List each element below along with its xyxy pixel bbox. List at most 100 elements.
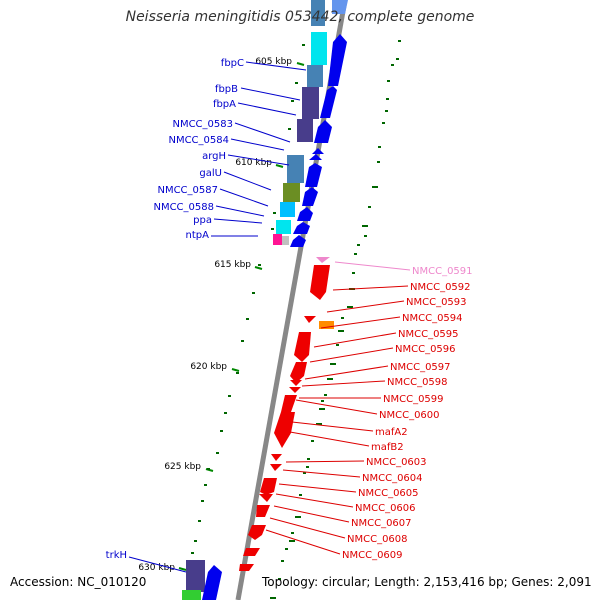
gc-skew-mark [291,100,294,102]
gc-skew-mark [273,212,276,214]
gc-skew-mark [303,472,306,474]
gene-leader-line [278,483,357,493]
gene-leader-line [332,285,409,291]
gene-leader-line [304,365,389,380]
gc-skew-mark [207,468,210,470]
gc-skew-mark [204,484,207,486]
gene-label-NMCC_0607: NMCC_0607 [351,518,412,529]
gc-skew-mark [258,264,261,266]
gene-leader-line [273,505,350,523]
kbp-tick-mark-605 [296,62,305,66]
forward-gene-arrow [314,120,332,143]
kbp-tick-mark-630 [178,567,187,571]
gc-skew-mark [330,363,336,365]
gene-label-ppa: ppa [193,215,212,226]
gc-skew-mark [352,272,355,274]
gene-leader-line [223,171,272,191]
gene-label-argH: argH [202,151,226,162]
cog-box [273,234,282,245]
gc-skew-mark [198,520,201,522]
reverse-gene-arrow [274,412,295,448]
gene-label-NMCC_0595: NMCC_0595 [398,329,459,340]
gc-skew-mark [278,578,281,580]
reverse-gene-arrow [248,525,266,540]
gc-skew-mark [387,80,390,82]
forward-gene-arrow [297,207,313,221]
gc-skew-mark [194,540,197,542]
gc-skew-mark [354,253,357,255]
reverse-gene-arrow [290,380,302,386]
gene-leader-line [128,556,187,573]
forward-gene-arrow [328,34,347,86]
gene-label-NMCC_0591: NMCC_0591 [412,266,473,277]
gc-skew-mark [281,560,284,562]
gc-skew-mark [357,244,360,246]
gc-skew-mark [378,146,381,148]
gene-label-galU: galU [199,168,222,179]
gc-skew-mark [362,225,368,227]
gc-skew-mark [319,408,325,410]
accession-text: Accession: NC_010120 [10,575,147,589]
gc-skew-mark [236,372,239,374]
cog-box [182,590,201,600]
gc-skew-mark [336,344,339,346]
gc-skew-mark [398,40,401,42]
gene-leader-line [269,517,346,539]
gene-label-NMCC_0608: NMCC_0608 [347,534,408,545]
kbp-tick-625: 625 kbp [164,462,201,472]
reverse-gene-arrow [271,454,282,461]
reverse-gene-arrow [281,395,297,412]
gc-skew-mark [295,82,298,84]
reverse-gene-arrow [260,478,277,495]
gene-label-NMCC_0584: NMCC_0584 [168,135,229,146]
gc-skew-mark [372,186,378,188]
gene-label-NMCC_0599: NMCC_0599 [383,394,444,405]
gene-leader-line [240,87,301,101]
gc-skew-mark [220,430,223,432]
cog-box [283,183,300,202]
gc-skew-mark [327,378,333,380]
gc-skew-mark [396,58,399,60]
cog-box [186,560,205,592]
forward-gene-arrow [320,86,337,118]
gene-leader-line [285,460,365,463]
gc-skew-mark [386,98,389,100]
gene-label-NMCC_0597: NMCC_0597 [390,362,451,373]
gene-leader-line [237,102,297,116]
gc-skew-mark [324,394,327,396]
reverse-gene-arrow [243,548,260,556]
gc-skew-mark [338,330,344,332]
gene-label-fbpC: fbpC [221,58,244,69]
gene-leader-line [219,188,269,207]
cog-box [311,32,327,65]
topology-text: Topology: circular; Length: 2,153,416 bp… [262,575,592,589]
gc-skew-mark [382,122,385,124]
cog-box [282,236,289,245]
gc-skew-mark [285,548,288,550]
gc-skew-mark [316,423,322,425]
cog-box [297,119,313,142]
gc-skew-mark [246,318,249,320]
forward-gene-arrow [202,565,222,600]
kbp-tick-620: 620 kbp [190,362,227,372]
reverse-gene-arrow [239,564,254,571]
forward-gene-arrow [332,0,348,14]
gene-label-fbpA: fbpA [213,99,236,110]
reverse-gene-arrow [256,505,270,517]
gene-leader-line [291,421,374,432]
forward-gene-arrow [290,235,306,247]
gc-skew-mark [289,540,295,542]
gene-label-NMCC_0588: NMCC_0588 [153,202,214,213]
reverse-gene-arrow [259,494,273,502]
reverse-gene-features [239,257,334,571]
reverse-gene-labels: NMCC_0591 NMCC_0592 NMCC_0593 NMCC_0594 NMCC… [265,261,473,561]
reverse-gene-arrow [310,265,330,300]
gene-label-trkH: trkH [106,550,127,561]
gene-label-NMCC_0593: NMCC_0593 [406,297,467,308]
kbp-tick-610: 610 kbp [235,158,272,168]
forward-gene-arrow [293,222,310,234]
gc-skew-mark [311,440,314,442]
reverse-gene-arrow [304,316,316,323]
gc-skew-mark [241,340,244,342]
